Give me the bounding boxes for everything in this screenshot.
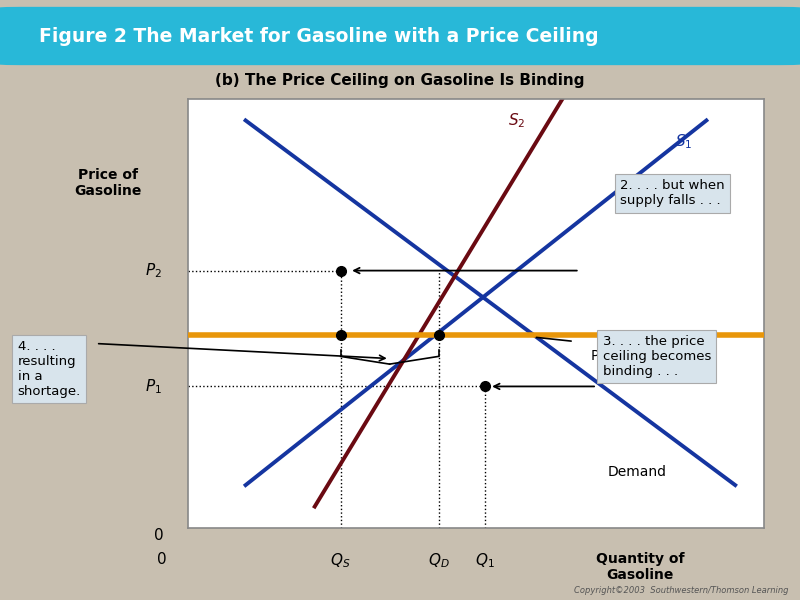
Text: 4. . . .
resulting
in a
shortage.: 4. . . . resulting in a shortage. bbox=[18, 340, 81, 398]
Text: $S_1$: $S_1$ bbox=[674, 133, 692, 151]
Text: $Q_1$: $Q_1$ bbox=[474, 551, 494, 570]
Text: 0: 0 bbox=[154, 528, 163, 542]
Text: Price of
Gasoline: Price of Gasoline bbox=[74, 168, 142, 198]
Text: $Q_S$: $Q_S$ bbox=[330, 551, 351, 570]
Text: Quantity of
Gasoline: Quantity of Gasoline bbox=[596, 552, 684, 582]
Text: 0: 0 bbox=[158, 551, 167, 566]
Text: $P_2$: $P_2$ bbox=[146, 261, 162, 280]
Text: 2. . . . but when
supply falls . . .: 2. . . . but when supply falls . . . bbox=[620, 179, 725, 208]
Text: Demand: Demand bbox=[608, 465, 666, 479]
Text: Copyright©2003  Southwestern/Thomson Learning: Copyright©2003 Southwestern/Thomson Lear… bbox=[574, 586, 788, 595]
Text: Price ceiling: Price ceiling bbox=[591, 349, 675, 364]
Text: $S_2$: $S_2$ bbox=[508, 111, 525, 130]
Text: $P_1$: $P_1$ bbox=[145, 377, 162, 396]
FancyBboxPatch shape bbox=[0, 7, 800, 65]
Text: (b) The Price Ceiling on Gasoline Is Binding: (b) The Price Ceiling on Gasoline Is Bin… bbox=[215, 73, 585, 88]
Text: $Q_D$: $Q_D$ bbox=[428, 551, 450, 570]
Text: 3. . . . the price
ceiling becomes
binding . . .: 3. . . . the price ceiling becomes bindi… bbox=[602, 335, 711, 378]
Text: Figure 2 The Market for Gasoline with a Price Ceiling: Figure 2 The Market for Gasoline with a … bbox=[39, 26, 598, 46]
